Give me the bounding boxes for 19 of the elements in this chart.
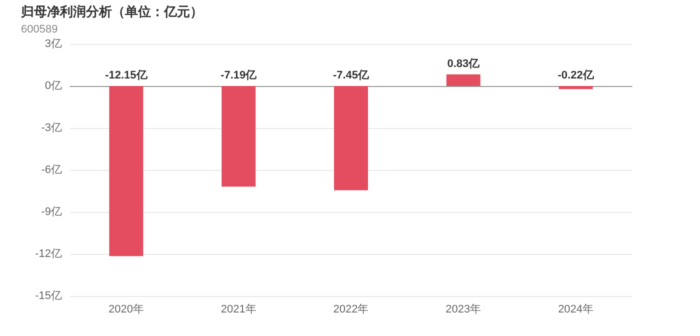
y-tick-label: 3亿 bbox=[44, 38, 62, 50]
data-label: 0.83亿 bbox=[447, 58, 481, 70]
y-tick-label: -9亿 bbox=[41, 206, 62, 218]
x-tick-label: 2024年 bbox=[558, 304, 594, 316]
x-tick-label: 2023年 bbox=[446, 304, 482, 316]
chart-title: 归母净利润分析（单位：亿元） bbox=[20, 4, 203, 19]
data-label: -7.19亿 bbox=[220, 70, 258, 82]
data-label: -7.45亿 bbox=[332, 70, 370, 82]
y-tick-label: -15亿 bbox=[35, 290, 62, 302]
x-tick-label: 2020年 bbox=[108, 304, 144, 316]
x-tick-label: 2021年 bbox=[220, 304, 256, 316]
x-tick-label: 2022年 bbox=[333, 304, 369, 316]
data-label: -12.15亿 bbox=[105, 70, 148, 82]
y-tick-label: -6亿 bbox=[41, 164, 62, 176]
chart-subtitle: 600589 bbox=[21, 24, 58, 36]
y-tick-label: -12亿 bbox=[35, 248, 62, 260]
y-tick-label: -3亿 bbox=[41, 122, 62, 134]
data-label: -0.22亿 bbox=[558, 70, 595, 82]
y-tick-label: 0亿 bbox=[44, 80, 62, 92]
